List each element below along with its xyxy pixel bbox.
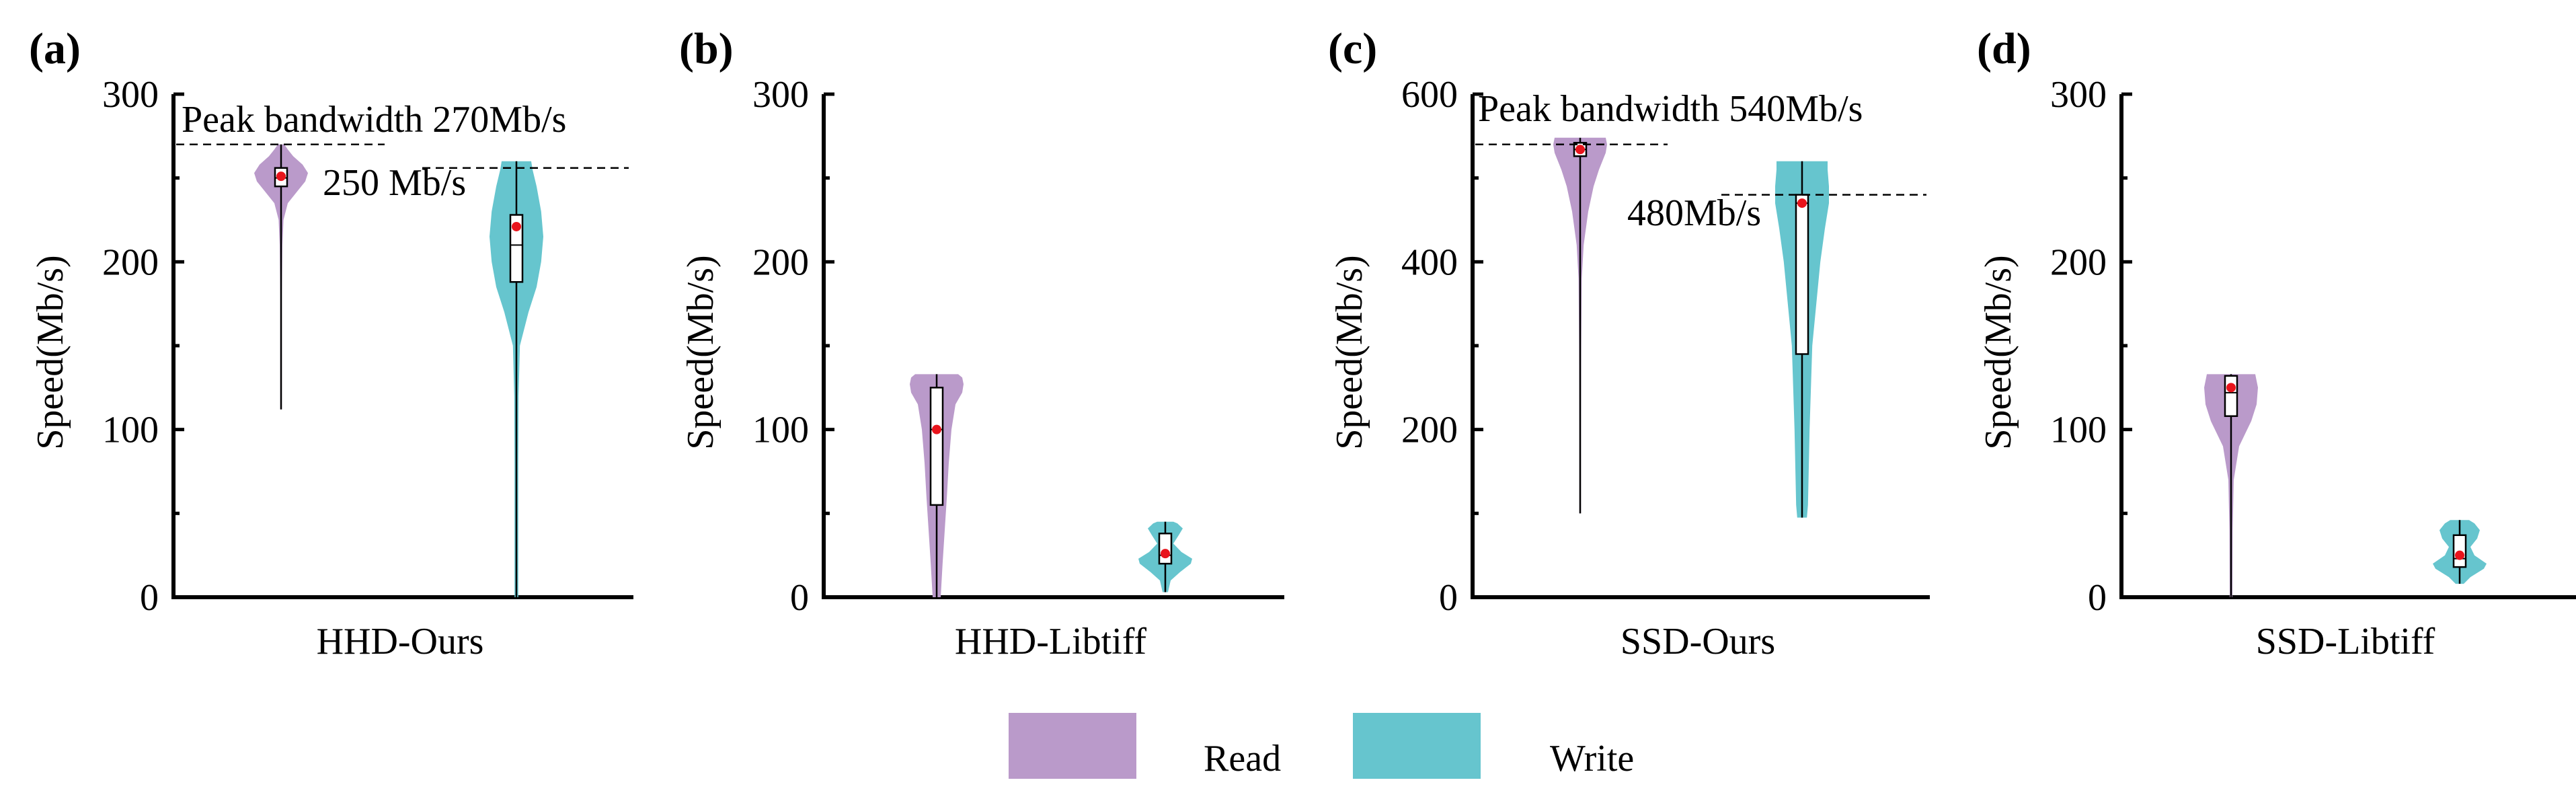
panels: (a) 0 100 200 300 Speed(Mb/s) HHD-Ours Peak ban… bbox=[29, 24, 2576, 662]
mean-marker bbox=[2455, 550, 2464, 560]
violin-read bbox=[910, 374, 964, 597]
y-tick-label: 200 bbox=[2050, 241, 2107, 283]
annotation-label: 250 Mb/s bbox=[323, 162, 466, 204]
panel-b: (b) 0 100 200 300 Speed(Mb/s) HHD-Libtiff bbox=[679, 24, 1284, 662]
annotation-label: Peak bandwidth 270Mb/s bbox=[182, 99, 566, 141]
mean-marker bbox=[276, 171, 286, 182]
y-tick-label: 0 bbox=[790, 577, 809, 619]
annotation-label: 480Mb/s bbox=[1627, 192, 1761, 234]
panel-label: (a) bbox=[29, 24, 81, 73]
iqr-box bbox=[509, 214, 524, 283]
mean-marker bbox=[1797, 198, 1807, 208]
mean-marker bbox=[1575, 145, 1585, 155]
panel-label: (b) bbox=[679, 24, 734, 73]
y-tick-label: 0 bbox=[1439, 577, 1458, 619]
y-axis-title: Speed(Mb/s) bbox=[1329, 255, 1370, 449]
iqr-box bbox=[1158, 533, 1173, 565]
panel-label: (c) bbox=[1328, 24, 1377, 73]
y-tick-label: 0 bbox=[2088, 577, 2107, 619]
y-tick-label: 600 bbox=[1401, 74, 1458, 116]
y-axis-title: Speed(Mb/s) bbox=[680, 255, 721, 449]
violin-write bbox=[1775, 161, 1829, 518]
y-tick-label: 200 bbox=[102, 241, 159, 283]
violin-write bbox=[1138, 521, 1192, 592]
legend-read-swatch bbox=[1009, 713, 1136, 779]
violin-read bbox=[254, 144, 308, 410]
legend-read-label: Read bbox=[1204, 738, 1281, 779]
x-axis-title: SSD-Libtiff bbox=[2256, 621, 2435, 662]
legend-write-swatch bbox=[1353, 713, 1481, 779]
violin-read bbox=[1553, 137, 1607, 514]
iqr-box bbox=[929, 387, 944, 506]
iqr-box bbox=[1795, 194, 1809, 355]
y-tick-label: 200 bbox=[752, 241, 809, 283]
x-axis-title: HHD-Libtiff bbox=[955, 621, 1146, 662]
panel-c: (c) 0 200 400 600 Speed(Mb/s) SSD-Ours Peak ban… bbox=[1328, 24, 1930, 662]
y-tick-label: 100 bbox=[102, 410, 159, 451]
violin-write bbox=[490, 161, 543, 597]
legend: Read Write bbox=[1009, 713, 1634, 779]
mean-marker bbox=[1161, 549, 1170, 559]
y-tick-label: 0 bbox=[140, 577, 159, 619]
annotation-label: Peak bandwidth 540Mb/s bbox=[1478, 88, 1863, 130]
y-tick-label: 300 bbox=[102, 74, 159, 116]
panel-d: (d) 0 100 200 300 Speed(Mb/s) SSD-Libtiff bbox=[1977, 24, 2576, 662]
violin-read bbox=[2204, 374, 2258, 597]
legend-write-label: Write bbox=[1550, 738, 1634, 779]
violin-write bbox=[2433, 520, 2487, 584]
x-axis-title: HHD-Ours bbox=[317, 621, 484, 662]
y-tick-label: 200 bbox=[1401, 410, 1458, 451]
iqr-box bbox=[2224, 375, 2238, 417]
y-tick-label: 100 bbox=[2050, 410, 2107, 451]
y-axis-title: Speed(Mb/s) bbox=[1978, 255, 2019, 449]
mean-marker bbox=[2226, 383, 2236, 393]
y-axis-title: Speed(Mb/s) bbox=[30, 255, 71, 449]
y-tick-label: 100 bbox=[752, 410, 809, 451]
panel-label: (d) bbox=[1977, 24, 2031, 73]
y-tick-label: 400 bbox=[1401, 241, 1458, 283]
x-axis-title: SSD-Ours bbox=[1621, 621, 1775, 662]
mean-marker bbox=[512, 221, 521, 231]
panel-a: (a) 0 100 200 300 Speed(Mb/s) HHD-Ours Peak ban… bbox=[29, 24, 633, 662]
y-tick-label: 300 bbox=[2050, 74, 2107, 116]
mean-marker bbox=[932, 424, 941, 434]
y-tick-label: 300 bbox=[752, 74, 809, 116]
